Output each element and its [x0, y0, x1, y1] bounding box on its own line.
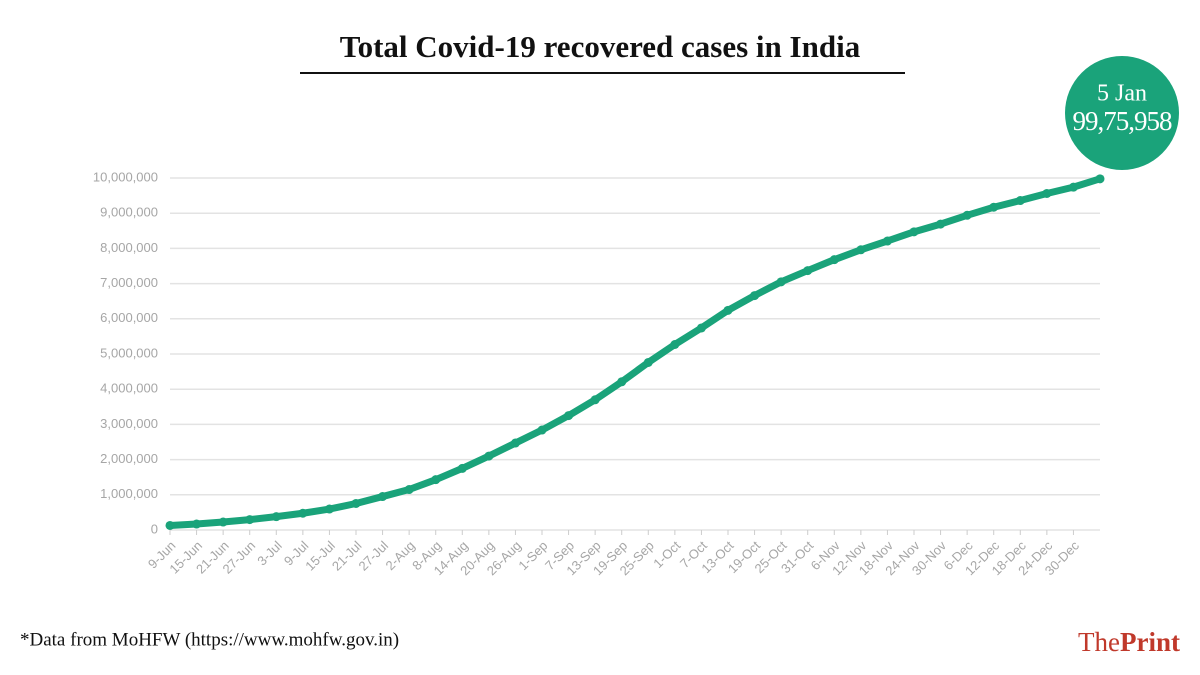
data-point: [271, 512, 281, 522]
logo-the: The: [1078, 627, 1120, 657]
y-tick-label: 8,000,000: [100, 240, 158, 255]
x-tick-label: 1-Oct: [650, 538, 683, 571]
data-point: [245, 515, 255, 525]
data-point: [378, 492, 388, 502]
data-line: [166, 175, 1104, 529]
data-point: [165, 520, 175, 530]
x-tick-label: 27-Jul: [355, 538, 391, 574]
y-tick-label: 3,000,000: [100, 416, 158, 431]
y-tick-label: 0: [151, 521, 158, 536]
x-tick-label: 1-Sep: [515, 538, 550, 573]
y-tick-label: 10,000,000: [93, 169, 158, 184]
callout-date: 5 Jan: [1097, 81, 1147, 107]
logo: ThePrint: [1078, 627, 1180, 657]
data-point: [962, 210, 972, 220]
data-point: [324, 504, 334, 514]
y-tick-label: 1,000,000: [100, 486, 158, 501]
data-point: [1015, 196, 1025, 206]
data-point: [829, 255, 839, 265]
data-point: [882, 236, 892, 246]
data-point: [1068, 182, 1078, 192]
data-point: [696, 323, 706, 333]
data-point: [564, 411, 574, 421]
data-point: [404, 485, 414, 495]
data-point: [1042, 188, 1052, 198]
x-tick-label: 3-Jul: [254, 538, 285, 569]
y-tick-label: 9,000,000: [100, 205, 158, 220]
data-point: [457, 463, 467, 473]
data-point: [484, 451, 494, 461]
y-tick-label: 5,000,000: [100, 345, 158, 360]
x-tick-label: 15-Jul: [302, 538, 338, 574]
value-label: 99,75,958: [1073, 106, 1173, 136]
data-point: [510, 438, 520, 448]
data-point: [643, 357, 653, 367]
data-point: [856, 245, 866, 255]
data-point: [192, 519, 202, 529]
y-tick-label: 7,000,000: [100, 275, 158, 290]
callout-bubble: [1065, 56, 1179, 170]
data-point: [750, 291, 760, 301]
chart-title: Total Covid-19 recovered cases in India: [340, 29, 861, 64]
data-point: [803, 266, 813, 276]
data-point: [1095, 174, 1105, 184]
data-point: [218, 517, 228, 527]
x-tick-label: 2-Aug: [383, 538, 418, 573]
x-tick-label: 21-Jul: [329, 538, 365, 574]
data-point: [298, 508, 308, 518]
logo-print: Print: [1120, 627, 1180, 657]
data-point: [670, 339, 680, 349]
data-point: [431, 475, 441, 485]
y-tick-label: 2,000,000: [100, 451, 158, 466]
data-point: [936, 219, 946, 229]
data-point: [909, 227, 919, 237]
y-tick-label: 6,000,000: [100, 310, 158, 325]
data-point: [351, 498, 361, 508]
source-note: *Data from MoHFW (https://www.mohfw.gov.…: [20, 629, 399, 650]
data-point: [590, 395, 600, 405]
data-point: [617, 377, 627, 387]
data-point: [776, 277, 786, 287]
data-point: [989, 202, 999, 212]
data-point: [537, 425, 547, 435]
data-point: [723, 305, 733, 315]
y-tick-label: 4,000,000: [100, 381, 158, 396]
